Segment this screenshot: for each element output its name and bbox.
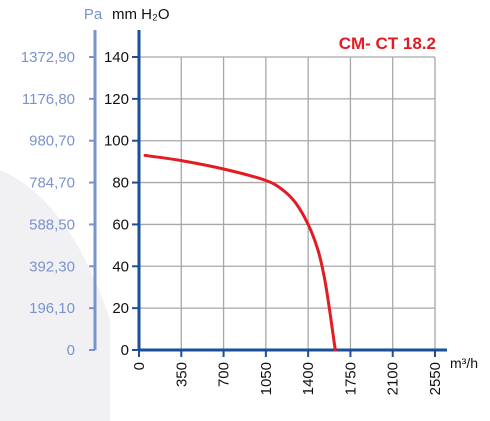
y-tick-label-pa: 0 xyxy=(67,342,75,359)
y-tick-label-pa: 784,70 xyxy=(29,175,75,192)
right-axis-unit-mm: mm H₂O xyxy=(112,6,169,23)
y-tick-label-mm: 80 xyxy=(112,175,129,192)
x-tick-label: 350 xyxy=(173,362,190,387)
x-tick-label: 1400 xyxy=(300,362,317,395)
tick-labels: 0020196,1040392,3060588,5080784,70100980… xyxy=(21,49,444,395)
y-tick-label-mm: 40 xyxy=(112,258,129,275)
series-layer xyxy=(143,153,337,352)
left-axis-unit-pa: Pa xyxy=(84,6,103,23)
grid xyxy=(139,56,436,350)
y-tick-label-mm: 100 xyxy=(104,133,129,150)
x-tick-label: 700 xyxy=(216,362,233,387)
series-line xyxy=(143,153,337,352)
y-tick-label-mm: 20 xyxy=(112,300,129,317)
y-tick-label-pa: 980,70 xyxy=(29,133,75,150)
y-tick-label-pa: 1176,80 xyxy=(22,91,75,108)
y-tick-label-mm: 60 xyxy=(112,216,129,233)
x-tick-label: 1050 xyxy=(258,362,275,395)
x-tick-label: 0 xyxy=(131,362,148,370)
background-shade xyxy=(0,170,110,421)
x-tick-label: 1750 xyxy=(342,362,359,395)
x-tick-label: 2100 xyxy=(385,362,402,395)
y-tick-label-pa: 196,10 xyxy=(29,300,75,317)
y-tick-label-pa: 1372,90 xyxy=(21,49,75,66)
x-tick-label: 2550 xyxy=(427,362,444,395)
x-axis-unit: m³/h xyxy=(450,355,478,371)
chart-title: CM- CT 18.2 xyxy=(339,34,436,53)
y-tick-label-mm: 140 xyxy=(104,49,129,66)
y-tick-label-mm: 120 xyxy=(104,91,129,108)
y-tick-label-mm: 0 xyxy=(121,342,129,359)
y-tick-label-pa: 392,30 xyxy=(29,258,75,275)
y-tick-label-pa: 588,50 xyxy=(29,216,75,233)
axes xyxy=(89,30,447,357)
